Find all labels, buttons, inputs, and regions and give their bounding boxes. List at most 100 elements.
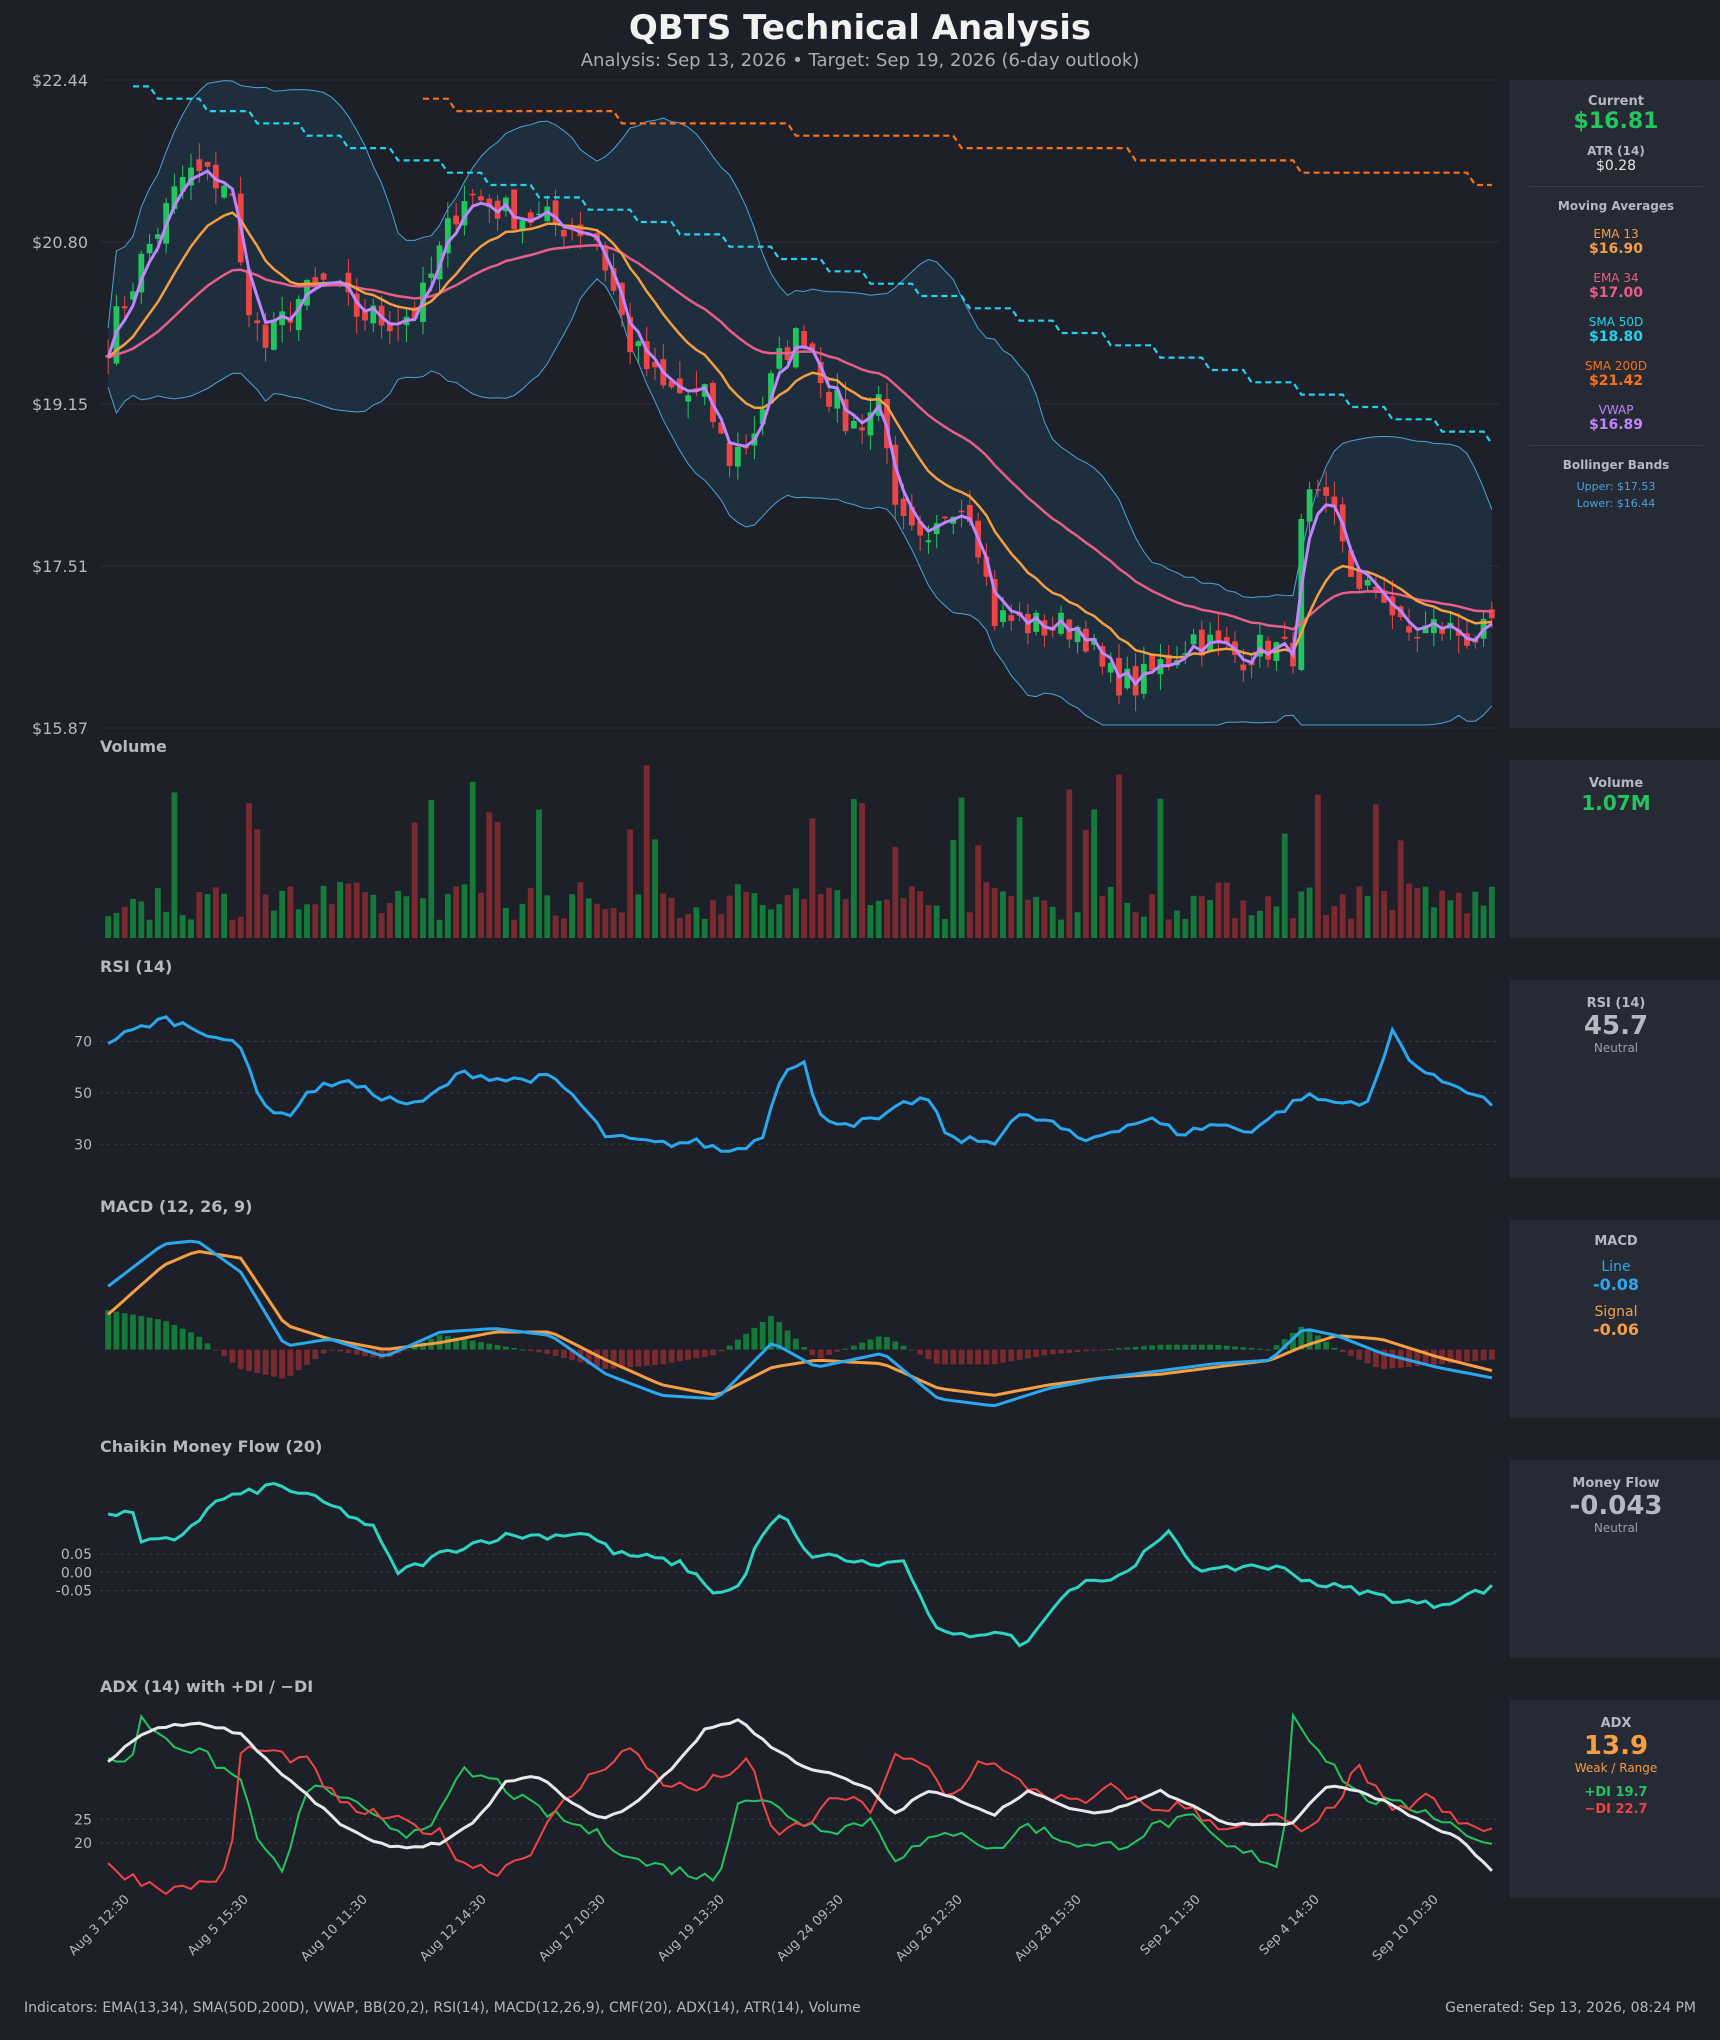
- volume-bar: [1447, 900, 1454, 938]
- footer-indicators: Indicators: EMA(13,34), SMA(50D,200D), V…: [24, 2000, 861, 2016]
- candle-body: [1149, 654, 1156, 671]
- macd-histogram-bar: [179, 1328, 186, 1350]
- volume-bar: [801, 899, 808, 938]
- candle-body: [867, 412, 874, 436]
- macd-histogram-bar: [1455, 1349, 1462, 1363]
- x-tick-label: Aug 3 12:30: [66, 1892, 133, 1959]
- volume-bar: [196, 892, 203, 938]
- macd-histogram-bar: [834, 1349, 841, 1352]
- macd-histogram-bar: [478, 1342, 484, 1350]
- candle-body: [859, 427, 866, 431]
- candle-body: [1000, 610, 1006, 623]
- macd-histogram-bar: [718, 1349, 725, 1352]
- candle-body: [511, 189, 518, 230]
- volume-bar: [295, 909, 302, 938]
- volume-bar: [1339, 894, 1346, 938]
- macd-histogram-bar: [113, 1311, 120, 1350]
- sma200-label: SMA 200D: [1584, 359, 1648, 373]
- candle-body: [991, 579, 998, 627]
- macd-label: MACD: [1594, 1234, 1638, 1249]
- macd-histogram-bar: [1008, 1349, 1015, 1362]
- cmf-tick-label: 0.05: [61, 1547, 92, 1563]
- candle-body: [1381, 590, 1388, 603]
- candle-body: [610, 268, 617, 291]
- candle-body: [146, 243, 153, 254]
- volume-bar: [1207, 899, 1214, 938]
- candle-body: [312, 277, 319, 284]
- macd-histogram-bar: [312, 1349, 319, 1360]
- volume-bar: [1190, 895, 1197, 938]
- volume-bar: [1082, 829, 1089, 938]
- volume-bar: [1389, 909, 1396, 938]
- macd-histogram-bar: [138, 1316, 145, 1350]
- macd-histogram-bar: [536, 1349, 542, 1353]
- volume-bar: [494, 822, 501, 938]
- macd-signal-line: [107, 1249, 1493, 1397]
- volume-bar: [975, 845, 982, 938]
- macd-histogram-bar: [163, 1321, 170, 1350]
- macd-histogram-bar: [1049, 1349, 1056, 1355]
- volume-bar: [826, 887, 832, 938]
- volume-bar: [1472, 891, 1479, 938]
- volume-bar: [229, 920, 236, 938]
- adx-line: [107, 1718, 1493, 1872]
- volume-bar: [511, 919, 518, 938]
- candle-body: [486, 198, 493, 208]
- candle-body: [1306, 489, 1313, 522]
- price-tick-label: $15.87: [32, 719, 88, 738]
- macd-signal-value: -0.06: [1592, 1320, 1640, 1339]
- macd-histogram-bar: [908, 1349, 915, 1351]
- macd-histogram-bar: [966, 1349, 973, 1365]
- candle-body: [1240, 664, 1247, 671]
- candle-body: [908, 506, 915, 526]
- volume-bar: [726, 895, 733, 938]
- volume-bar: [1265, 896, 1272, 938]
- volume-bar: [610, 908, 617, 938]
- macd-histogram-bar: [1182, 1344, 1189, 1350]
- sma200-line: [423, 97, 1492, 187]
- volume-bar: [643, 765, 650, 938]
- footer-generated: Generated: Sep 13, 2026, 08:24 PM: [1445, 2000, 1696, 2016]
- macd-histogram-bar: [1339, 1349, 1346, 1353]
- volume-bar: [1348, 918, 1354, 938]
- candle-body: [138, 253, 145, 293]
- macd-histogram-bar: [1157, 1344, 1164, 1350]
- plus-di-value: +DI 19.7: [1584, 1785, 1648, 1800]
- volume-bar: [1364, 895, 1371, 938]
- volume-bar: [1397, 840, 1404, 938]
- volume-bar: [1116, 774, 1122, 938]
- vwap-label: VWAP: [1598, 403, 1634, 417]
- macd-histogram-bar: [270, 1349, 277, 1377]
- candle-body: [1406, 626, 1412, 633]
- macd-histogram-bar: [610, 1349, 617, 1369]
- volume-bar: [900, 898, 907, 938]
- macd-histogram-bar: [743, 1333, 750, 1350]
- volume-bar: [1066, 789, 1073, 938]
- volume-bar: [660, 893, 667, 938]
- current-price: $16.81: [1573, 109, 1659, 134]
- price-tick-label: $22.44: [32, 71, 88, 90]
- x-tick-label: Aug 5 15:30: [185, 1892, 252, 1959]
- x-tick-label: Sep 10 10:30: [1370, 1892, 1442, 1964]
- volume-bar: [353, 882, 360, 938]
- macd-histogram-bar: [1058, 1349, 1064, 1354]
- macd-histogram-bar: [1016, 1349, 1023, 1360]
- volume-bar: [536, 809, 542, 938]
- candle-body: [362, 310, 368, 321]
- macd-histogram-bar: [768, 1316, 774, 1350]
- macd-histogram-bar: [983, 1349, 990, 1365]
- x-tick-label: Sep 4 14:30: [1257, 1892, 1323, 1958]
- macd-histogram-bar: [701, 1349, 708, 1357]
- volume-bar: [652, 839, 658, 938]
- rsi-card: RSI (14) 45.7 Neutral: [1510, 980, 1720, 1178]
- macd-histogram-bar: [1066, 1349, 1073, 1353]
- macd-histogram-bar: [279, 1349, 286, 1379]
- x-tick-label: Aug 19 13:30: [655, 1892, 728, 1965]
- candle-body: [925, 540, 932, 543]
- panel-title-adx: ADX (14) with +DI / −DI: [100, 1677, 313, 1696]
- macd-histogram-bar: [403, 1349, 410, 1351]
- volume-bar: [594, 903, 600, 938]
- macd-histogram-bar: [884, 1336, 890, 1350]
- volume-bar: [942, 919, 948, 938]
- volume-bar: [1240, 900, 1247, 938]
